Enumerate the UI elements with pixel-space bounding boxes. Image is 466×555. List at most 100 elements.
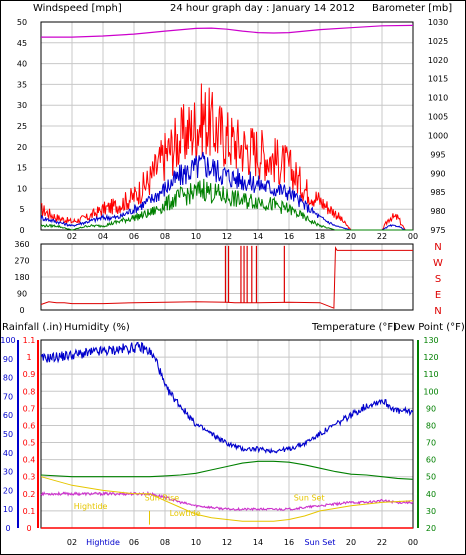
bottom-x-tick-label: Hightide [86,538,120,547]
x-tick-label: 20 [346,232,356,241]
x-tick-label: 02 [67,232,77,241]
temperature-tick-label: 120 [423,353,438,362]
x-tick-label: 06 [129,232,139,241]
bottom-x-tick-label: 10 [191,538,201,547]
wind-plot-frame [40,21,414,231]
baro-tick-label: 995 [430,150,445,159]
wind-tick-label: 15 [17,164,27,173]
tide-line [40,476,414,522]
baro-tick-label: 1015 [428,75,448,84]
temperature-tick-label: 50 [426,473,436,482]
temperature-tick-label: 90 [426,404,436,413]
compass-label: E [435,290,441,301]
bottom-x-tick-label: 02 [67,538,77,547]
baro-tick-label: 1005 [428,113,448,122]
x-tick-label: 04 [98,232,108,241]
header-title: 24 hour graph day : January 14 2012 [170,3,355,14]
wind-tick-label: 50 [17,18,27,27]
wind-tick-label: 5 [19,205,24,214]
header-barometer-label: Barometer [mb] [372,3,452,14]
bottom-x-tick-label: 08 [160,538,170,547]
humidity-tick-label: 70 [3,392,13,401]
rain-tick-label: 0.8 [23,387,36,396]
temperature-axis-label: Temperature (°F) [311,322,397,333]
rain-tick-label: 0.7 [23,404,36,413]
baro-tick-label: 1025 [428,37,448,46]
wind-tick-label: 45 [17,39,27,48]
x-tick-label: 18 [315,232,325,241]
temperature-tick-label: 30 [426,507,436,516]
barometer-line [41,24,414,38]
rain-tick-label: 0.4 [23,456,36,465]
rain-tick-label: 0.2 [23,490,36,499]
direction-tick-label: 360 [14,240,29,249]
humidity-tick-label: 60 [3,411,13,420]
direction-tick-label: 0 [19,306,24,315]
bottom-x-tick-label: Sun Set [305,538,336,547]
sunset-label: Sun Set [294,494,325,503]
wind-tick-label: 25 [17,122,27,131]
sunrise-label: Sun Rise [145,494,180,503]
temperature-tick-label: 20 [426,524,436,533]
direction-tick-label: 90 [17,290,27,299]
dewpoint-line [40,490,414,512]
humidity-tick-label: 90 [3,355,13,364]
dewpoint-axis-label: Dew Point (°F) [393,322,465,333]
rain-tick-label: 1 [26,353,31,362]
rain-tick-label: 0.5 [23,439,36,448]
x-tick-label: 12 [222,232,232,241]
rain-tick-label: 0.3 [23,473,36,482]
humidity-tick-label: 50 [3,430,13,439]
humidity-tick-label: 30 [3,468,13,477]
temperature-tick-label: 40 [426,490,436,499]
wind-tick-label: 35 [17,80,27,89]
compass-label: S [435,274,441,285]
humidity-tick-label: 100 [0,336,15,345]
temperature-line [40,460,414,480]
temperature-tick-label: 80 [426,421,436,430]
header-windspeed-label: Windspeed [mph] [33,3,122,14]
bottom-x-tick-label: 20 [346,538,356,547]
wind-low-line [40,178,413,231]
compass-label: N [434,306,441,317]
humidity-tick-label: 10 [3,505,13,514]
bottom-x-tick-label: 00 [408,538,418,547]
baro-tick-label: 975 [430,226,445,235]
humidity-line [40,341,414,454]
temperature-tick-label: 110 [423,370,438,379]
x-tick-label: 14 [253,232,263,241]
direction-plot-frame [40,243,414,311]
rain-tick-label: 0 [26,524,31,533]
hightide-label: Hightide [74,502,108,511]
bottom-x-tick-label: 12 [222,538,232,547]
compass-label: W [433,258,443,269]
wind-tick-label: 30 [17,101,27,110]
rain-tick-label: 0.9 [23,370,36,379]
rain-tick-label: 1.1 [23,336,36,345]
baro-tick-label: 985 [430,188,445,197]
wind-tick-label: 10 [17,184,27,193]
baro-tick-label: 1030 [428,18,448,27]
bottom-x-tick-label: 14 [253,538,263,547]
compass-label: N [434,242,441,253]
temperature-tick-label: 70 [426,439,436,448]
x-tick-label: 08 [160,232,170,241]
baro-tick-label: 1000 [428,131,448,140]
bottom-x-tick-label: 22 [377,538,387,547]
x-tick-label: 16 [284,232,294,241]
baro-tick-label: 990 [430,169,445,178]
humidity-tick-label: 0 [5,524,10,533]
direction-tick-label: 270 [14,257,29,266]
rainfall-axis-label: Rainfall (.in) [2,322,63,333]
climate-panel: 010203040506070809010000.10.20.30.40.50.… [0,336,438,547]
x-tick-label: 10 [191,232,201,241]
direction-line [40,245,413,309]
wind-panel: 0510152025303540455097598098599099510001… [17,18,448,241]
humidity-tick-label: 40 [3,449,13,458]
wind-tick-label: 40 [17,60,27,69]
temperature-tick-label: 130 [423,336,438,345]
temperature-tick-label: 100 [423,387,438,396]
baro-tick-label: 980 [430,207,445,216]
